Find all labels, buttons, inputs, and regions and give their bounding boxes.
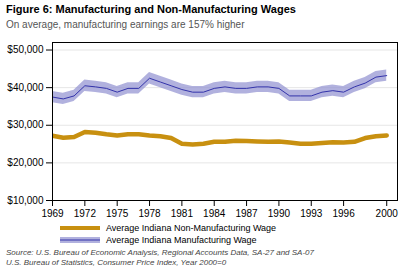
html-text:Source: U.S. Bureau of Economi: Source: U.S. Bureau of Economic Analysis… bbox=[6, 248, 314, 257]
svg-text:$40,000: $40,000 bbox=[7, 82, 44, 93]
svg-text:$50,000: $50,000 bbox=[7, 44, 44, 55]
html-text:On average, manufacturing earn: On average, manufacturing earnings are 1… bbox=[6, 19, 245, 30]
svg-text:$20,000: $20,000 bbox=[7, 157, 44, 168]
svg-text:1969: 1969 bbox=[41, 208, 64, 219]
svg-text:$30,000: $30,000 bbox=[7, 119, 44, 130]
svg-text:1990: 1990 bbox=[268, 208, 291, 219]
html-text:Average Indiana Manufacturing: Average Indiana Manufacturing Wage bbox=[106, 235, 257, 245]
svg-text:2000: 2000 bbox=[376, 208, 399, 219]
svg-text:1978: 1978 bbox=[138, 208, 161, 219]
svg-text:1972: 1972 bbox=[74, 208, 97, 219]
svg-text:$10,000: $10,000 bbox=[7, 195, 44, 206]
html-text:Figure 6: Manufacturing and No: Figure 6: Manufacturing and Non-Manufact… bbox=[6, 3, 296, 15]
svg-text:1987: 1987 bbox=[235, 208, 258, 219]
svg-text:1975: 1975 bbox=[106, 208, 129, 219]
svg-text:1984: 1984 bbox=[203, 208, 226, 219]
svg-text:1993: 1993 bbox=[300, 208, 323, 219]
svg-text:1981: 1981 bbox=[171, 208, 194, 219]
svg-text:1996: 1996 bbox=[332, 208, 355, 219]
html-text:Average Indiana Non-Manufactur: Average Indiana Non-Manufacturing Wage bbox=[106, 223, 277, 233]
html-text:U.S. Bureau of Statistics, Con: U.S. Bureau of Statistics, Consumer Pric… bbox=[6, 258, 227, 267]
